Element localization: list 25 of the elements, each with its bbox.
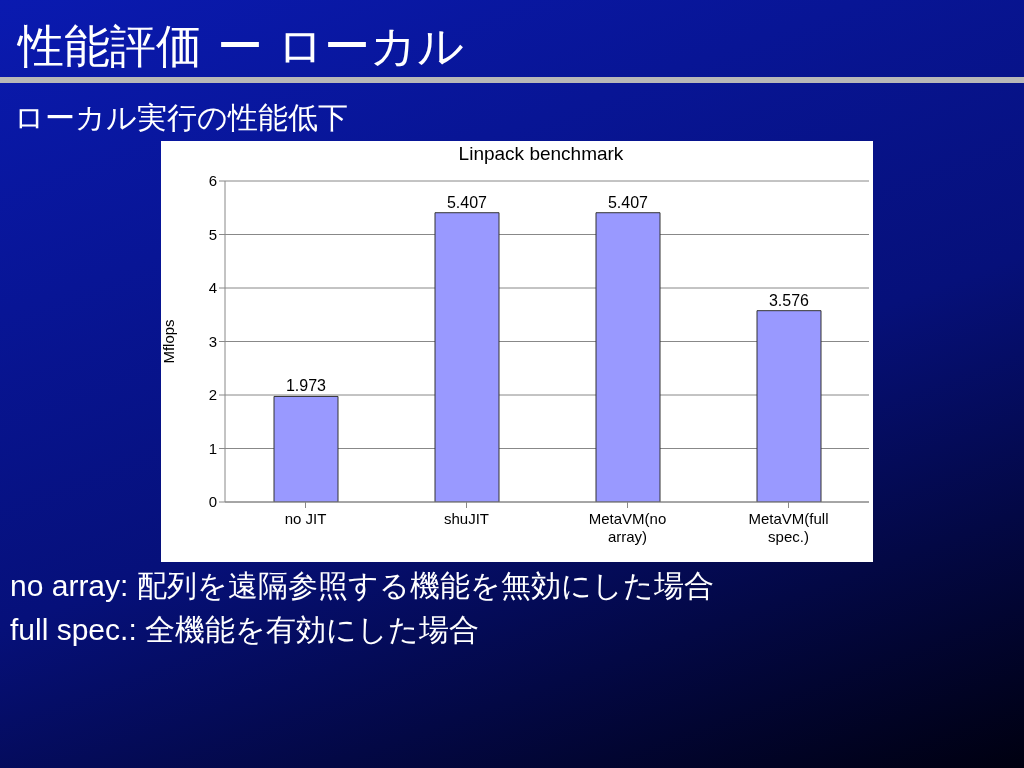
y-tick-label: 6 <box>208 172 217 190</box>
chart-title: Linpack benchmark <box>457 143 625 165</box>
x-tick-label: MetaVM(no array) <box>588 510 667 545</box>
y-axis-title: Mflops <box>160 319 178 364</box>
x-tick-label: shuJIT <box>443 510 490 527</box>
x-tick-label: MetaVM(full spec.) <box>748 510 829 545</box>
y-tick-label: 3 <box>208 332 217 350</box>
y-tick-label: 2 <box>208 386 217 404</box>
bar <box>756 310 822 502</box>
text: 性能評価 ー ローカル <box>18 18 465 74</box>
data-label: 5.407 <box>607 193 649 211</box>
data-label: 3.576 <box>768 291 810 309</box>
y-tick-label: 4 <box>208 279 217 297</box>
x-tick-label: no JIT <box>284 510 327 527</box>
text: ローカル実行の性能低下 <box>14 99 348 137</box>
bar <box>273 395 339 502</box>
data-label: 1.973 <box>285 377 327 395</box>
y-tick-label: 1 <box>208 439 217 457</box>
text: no array: 配列を遠隔参照する機能を無効にした場合 <box>10 568 714 604</box>
bar <box>595 212 661 502</box>
text: full spec.: 全機能を有効にした場合 <box>10 612 480 648</box>
y-tick-label: 0 <box>208 493 217 511</box>
bar <box>434 212 500 502</box>
y-tick-label: 5 <box>208 225 217 243</box>
data-label: 5.407 <box>446 193 488 211</box>
